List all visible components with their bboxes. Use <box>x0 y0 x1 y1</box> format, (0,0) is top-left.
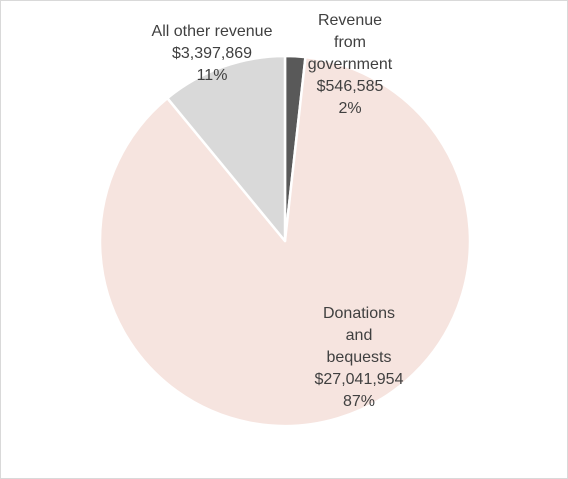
data-label-line: Revenue <box>318 12 382 29</box>
data-label-line: bequests <box>327 349 392 366</box>
data-label-line: and <box>346 327 373 344</box>
data-label-line: 87% <box>343 393 375 410</box>
data-label-line: All other revenue <box>152 23 273 40</box>
data-label-line: government <box>308 56 393 73</box>
data-label-line: from <box>334 34 366 51</box>
data-label-line: $27,041,954 <box>315 371 404 388</box>
data-label: All other revenue $3,397,869 11% <box>152 23 273 84</box>
data-label: Donations and bequests $27,041,954 87% <box>315 305 404 410</box>
data-label-line: Donations <box>323 305 395 322</box>
data-label-line: 11% <box>197 67 228 84</box>
data-label-line: 2% <box>338 100 361 117</box>
data-label-line: $546,585 <box>317 78 384 95</box>
data-label: Revenue from government $546,585 2% <box>308 12 393 117</box>
data-label-line: $3,397,869 <box>172 45 252 62</box>
pie-slice <box>166 54 287 243</box>
